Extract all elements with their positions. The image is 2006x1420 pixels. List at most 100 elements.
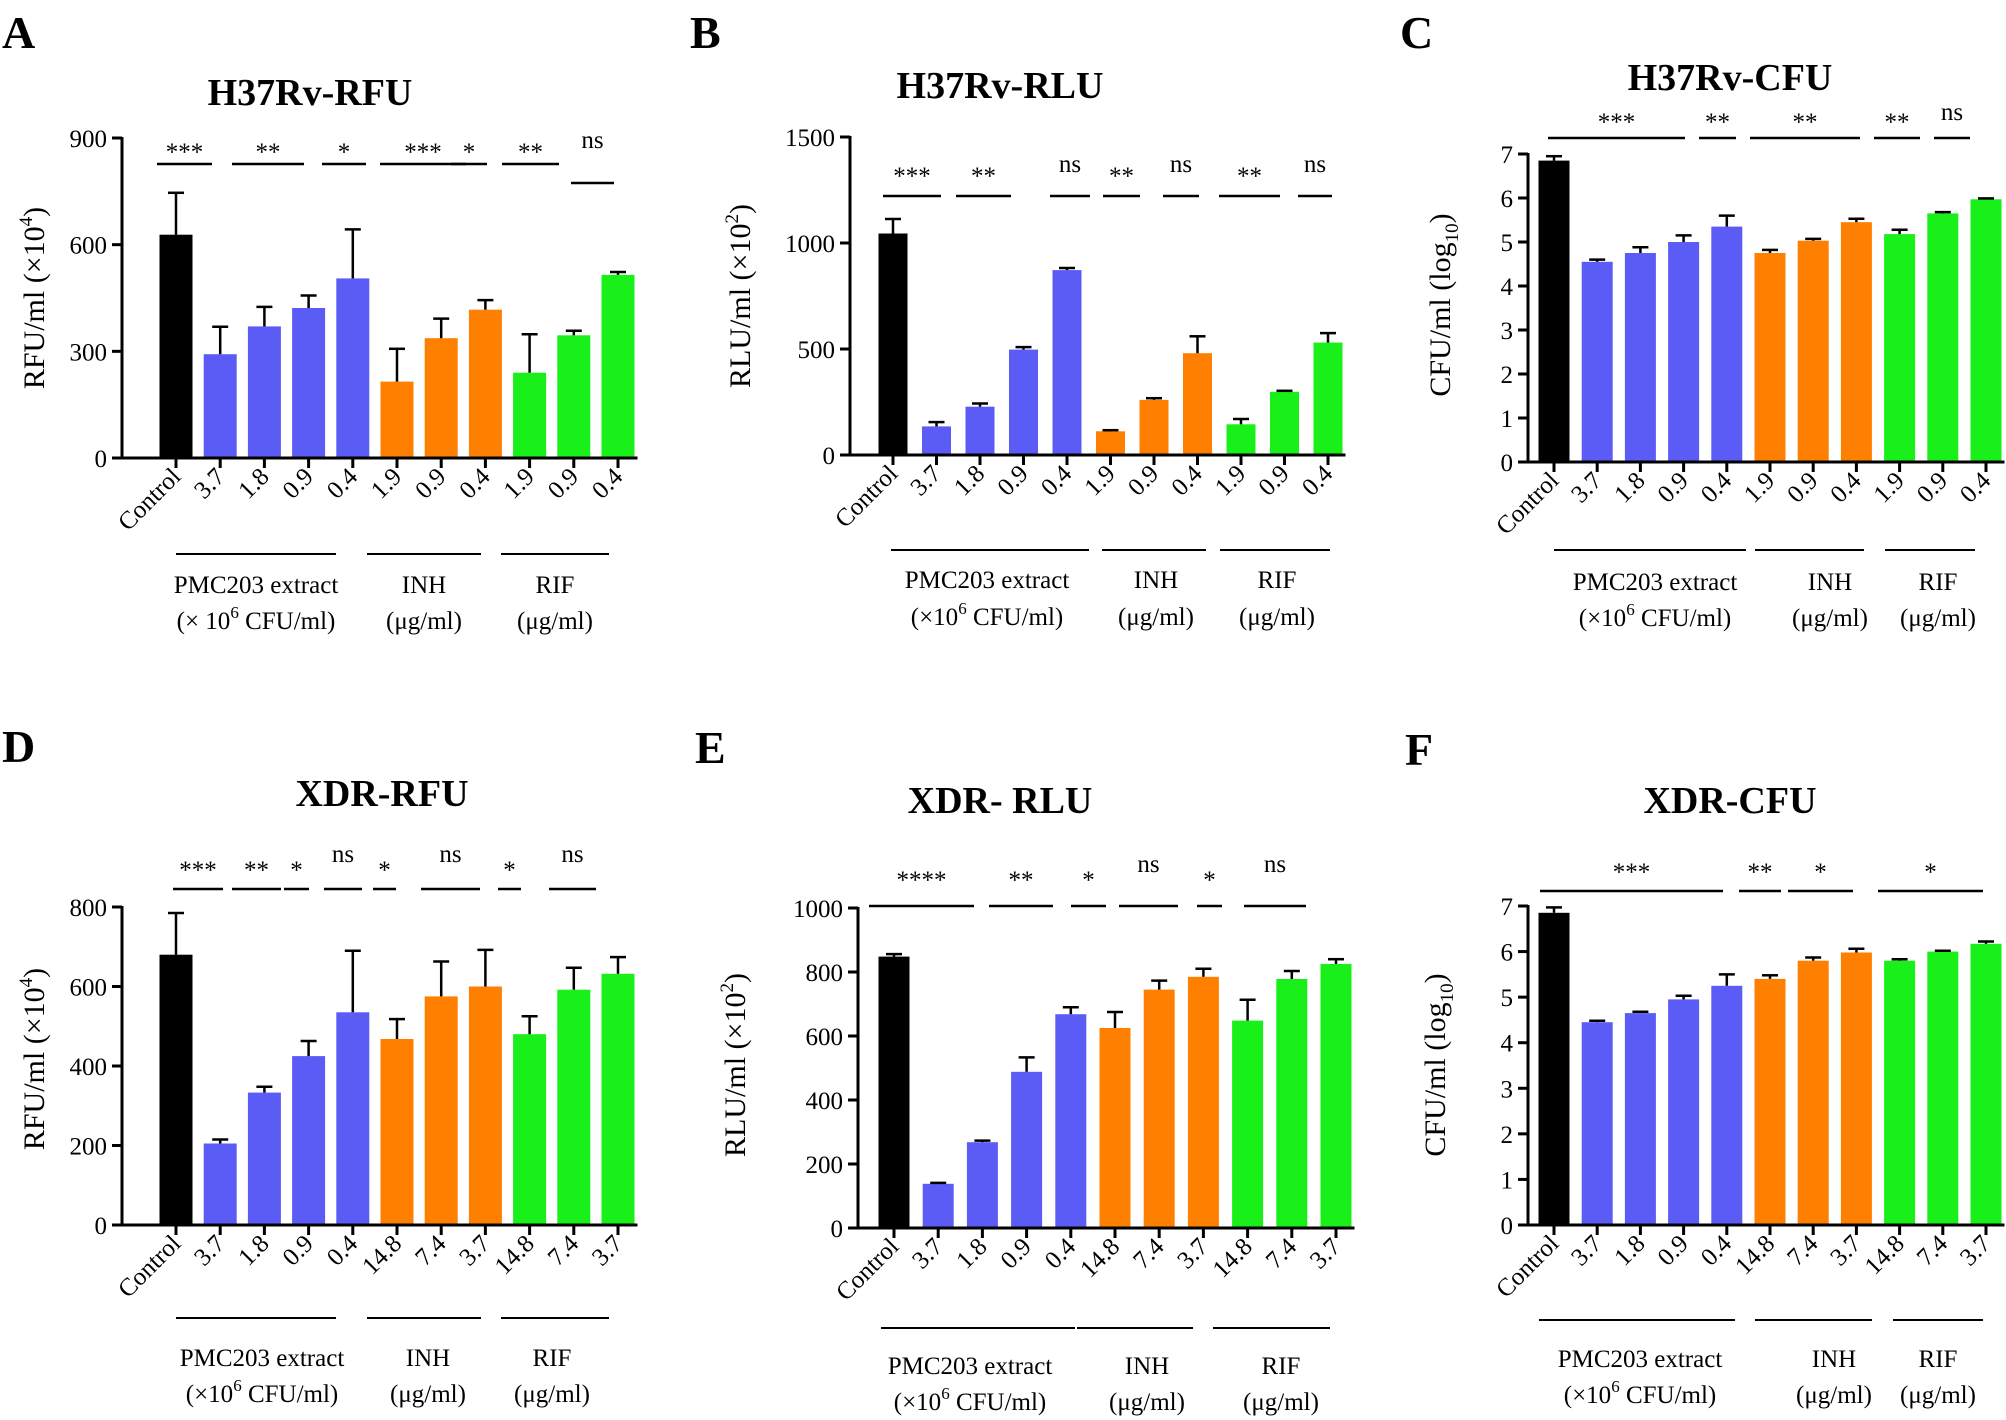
significance-label: ns (581, 127, 603, 154)
error-bar (1675, 234, 1692, 242)
y-tick-label: 0 (831, 1216, 844, 1243)
x-tick-label: 0.9 (410, 463, 451, 504)
bar-pmc203 (203, 1143, 237, 1225)
x-tick-label: 3.7 (1955, 1230, 1996, 1271)
x-tick-label: 1.9 (1210, 460, 1251, 501)
bar-control (878, 956, 910, 1228)
x-tick-label: 0.4 (1955, 467, 1997, 509)
x-tick-label: 3.7 (906, 460, 947, 501)
bar-pmc203 (1055, 1014, 1087, 1228)
bar-inh (380, 381, 414, 458)
x-tick-label: 3.7 (907, 1233, 948, 1274)
y-axis-label: CFU/ml (log10) (1424, 213, 1463, 396)
y-tick-label: 400 (806, 1088, 844, 1115)
group-label-unit: (μg/ml) (1900, 605, 1976, 632)
chart-title: XDR-CFU (1643, 780, 1816, 822)
group-label: PMC203 extract (180, 1345, 345, 1372)
y-tick-label: 1000 (785, 231, 835, 258)
x-tick-label: 7.4 (543, 1230, 585, 1272)
chart-title: XDR- RLU (908, 780, 1093, 822)
x-tick-label: 0.9 (278, 1230, 319, 1271)
x-tick-label: 7.4 (1782, 1230, 1824, 1272)
bar-pmc203 (1711, 226, 1743, 462)
significance-label: ** (971, 163, 996, 190)
error-bar (433, 317, 450, 339)
group-label: INH (1812, 1346, 1856, 1373)
x-tick-label: 1.9 (499, 463, 540, 504)
bar-inh (1840, 222, 1872, 462)
x-tick-label: 3.7 (1305, 1233, 1346, 1274)
bar-rif (1270, 391, 1299, 455)
error-bar (433, 960, 450, 997)
x-tick-label: 0.4 (1036, 460, 1078, 502)
y-axis-label: RFU/ml (×104) (16, 968, 51, 1150)
panel-letter: C (1400, 7, 1433, 58)
x-tick-label: 0.9 (1912, 467, 1953, 508)
x-tick-label: 1.8 (233, 463, 274, 504)
x-tick-label: 0.9 (1123, 460, 1164, 501)
y-tick-label: 0 (95, 446, 108, 473)
bar-pmc203 (1668, 242, 1700, 462)
bar-rif (1320, 964, 1352, 1228)
bar-inh (424, 338, 458, 458)
y-tick-label: 6 (1501, 940, 1514, 967)
error-bar (1978, 940, 1994, 944)
error-bar (389, 1017, 405, 1039)
significance-label: ** (518, 139, 543, 166)
bar-inh (1143, 989, 1175, 1228)
error-bar (928, 420, 945, 427)
significance-label: *** (166, 139, 204, 166)
y-tick-label: 600 (70, 233, 108, 260)
x-tick-label: Control (1491, 467, 1564, 540)
group-label: PMC203 extract (888, 1353, 1053, 1380)
group-label: RIF (1919, 1346, 1958, 1373)
y-axis-label: RLU/ml (×102) (717, 973, 752, 1157)
group-label-unit: (×106 CFU/ml) (894, 1384, 1046, 1416)
bar-control (159, 954, 193, 1225)
error-bar (212, 1138, 229, 1144)
bar-pmc203 (247, 326, 281, 458)
x-tick-label: 14.8 (490, 1230, 540, 1280)
bar-inh (424, 996, 458, 1225)
significance-label: * (338, 139, 351, 166)
significance-label: *** (404, 139, 442, 166)
y-tick-label: 0 (1501, 1213, 1514, 1240)
bar-inh (1096, 431, 1125, 455)
error-bar (565, 329, 582, 336)
x-tick-label: 0.9 (1254, 460, 1295, 501)
x-tick-label: 14.8 (357, 1230, 407, 1280)
bar-pmc203 (922, 1183, 954, 1228)
y-tick-label: 800 (70, 895, 108, 922)
error-bar (1233, 417, 1249, 425)
group-label: RIF (1258, 567, 1297, 594)
error-bar (1848, 217, 1865, 223)
y-tick-label: 200 (806, 1152, 844, 1179)
significance-label: *** (893, 163, 931, 190)
error-bar (1328, 957, 1344, 964)
bar-control (1538, 160, 1570, 462)
group-label: PMC203 extract (174, 572, 339, 599)
x-tick-label: 0.4 (1696, 1230, 1738, 1272)
bar-pmc203 (1581, 261, 1613, 462)
bar-inh (1797, 960, 1829, 1225)
y-tick-label: 7 (1501, 894, 1514, 921)
bar-pmc203 (966, 1142, 998, 1228)
x-tick-label: 7.4 (1912, 1230, 1954, 1272)
x-tick-label: 0.4 (587, 463, 629, 505)
significance-label: ** (1885, 109, 1910, 136)
x-tick-label: 0.4 (1167, 460, 1209, 502)
error-bar (1102, 428, 1119, 432)
bar-inh (1099, 1028, 1131, 1228)
error-bar (1015, 345, 1032, 350)
error-bar (1762, 248, 1778, 253)
x-tick-label: 7.4 (1128, 1233, 1170, 1275)
significance-label: ns (561, 841, 583, 868)
bar-pmc203 (922, 426, 951, 455)
significance-label: ** (1009, 867, 1034, 894)
x-tick-label: 1.9 (1080, 460, 1121, 501)
y-tick-label: 3 (1501, 318, 1514, 345)
bar-inh (468, 986, 502, 1225)
